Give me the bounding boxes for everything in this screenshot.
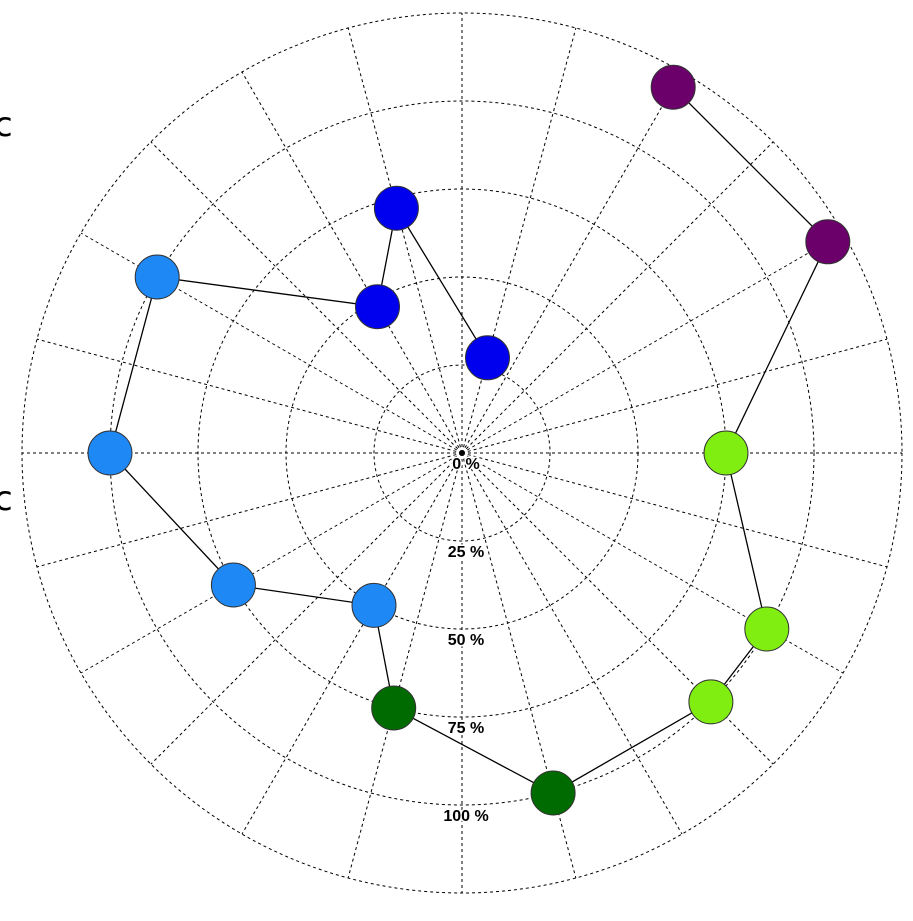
radial-tick-label: 0 % — [452, 456, 480, 473]
data-point-series-3 — [371, 685, 417, 731]
data-point-series-4 — [703, 430, 749, 476]
polar-grid — [21, 12, 903, 894]
data-point-series-5 — [650, 64, 696, 110]
grid-spoke — [36, 452, 463, 568]
grid-spoke — [241, 71, 463, 454]
grid-spoke — [347, 452, 463, 879]
data-point-series-2 — [134, 254, 180, 300]
radial-tick-label: 50 % — [448, 632, 484, 649]
data-points — [87, 64, 851, 816]
grid-spoke — [241, 452, 463, 835]
grid-spoke — [150, 452, 463, 765]
radial-tick-label: 75 % — [448, 720, 484, 737]
data-point-series-2 — [351, 582, 397, 628]
grid-spoke — [461, 338, 888, 454]
grid-spoke — [461, 141, 774, 454]
edge-glyph-middle: c — [0, 479, 13, 519]
data-point-series-3 — [530, 770, 576, 816]
grid-spoke — [461, 71, 683, 454]
data-point-series-4 — [688, 679, 734, 725]
grid-spoke — [150, 141, 463, 454]
data-point-series-4 — [744, 606, 790, 652]
radial-tick-label: 25 % — [448, 544, 484, 561]
grid-spoke — [80, 452, 463, 674]
grid-spoke — [36, 338, 463, 454]
radial-tick-labels: 0 % 25 % 50 % 75 % 100 % — [442, 455, 490, 827]
radial-tick-label: 100 % — [443, 808, 488, 825]
grid-spoke — [347, 27, 463, 454]
data-point-series-1 — [373, 185, 419, 231]
edge-glyph-top: c — [0, 105, 13, 145]
data-point-series-1 — [355, 284, 400, 330]
connector-lines — [109, 86, 829, 794]
data-point-series-2 — [210, 562, 256, 608]
grid-ring — [373, 364, 551, 542]
grid-spoke — [461, 27, 577, 454]
data-point-series-1 — [465, 335, 510, 381]
data-point-series-5 — [805, 219, 851, 265]
grid-spoke — [461, 452, 683, 835]
grid-spoke — [461, 232, 844, 454]
series-connector-line — [109, 86, 829, 794]
data-point-series-2 — [87, 430, 133, 476]
grid-spoke — [461, 452, 888, 568]
